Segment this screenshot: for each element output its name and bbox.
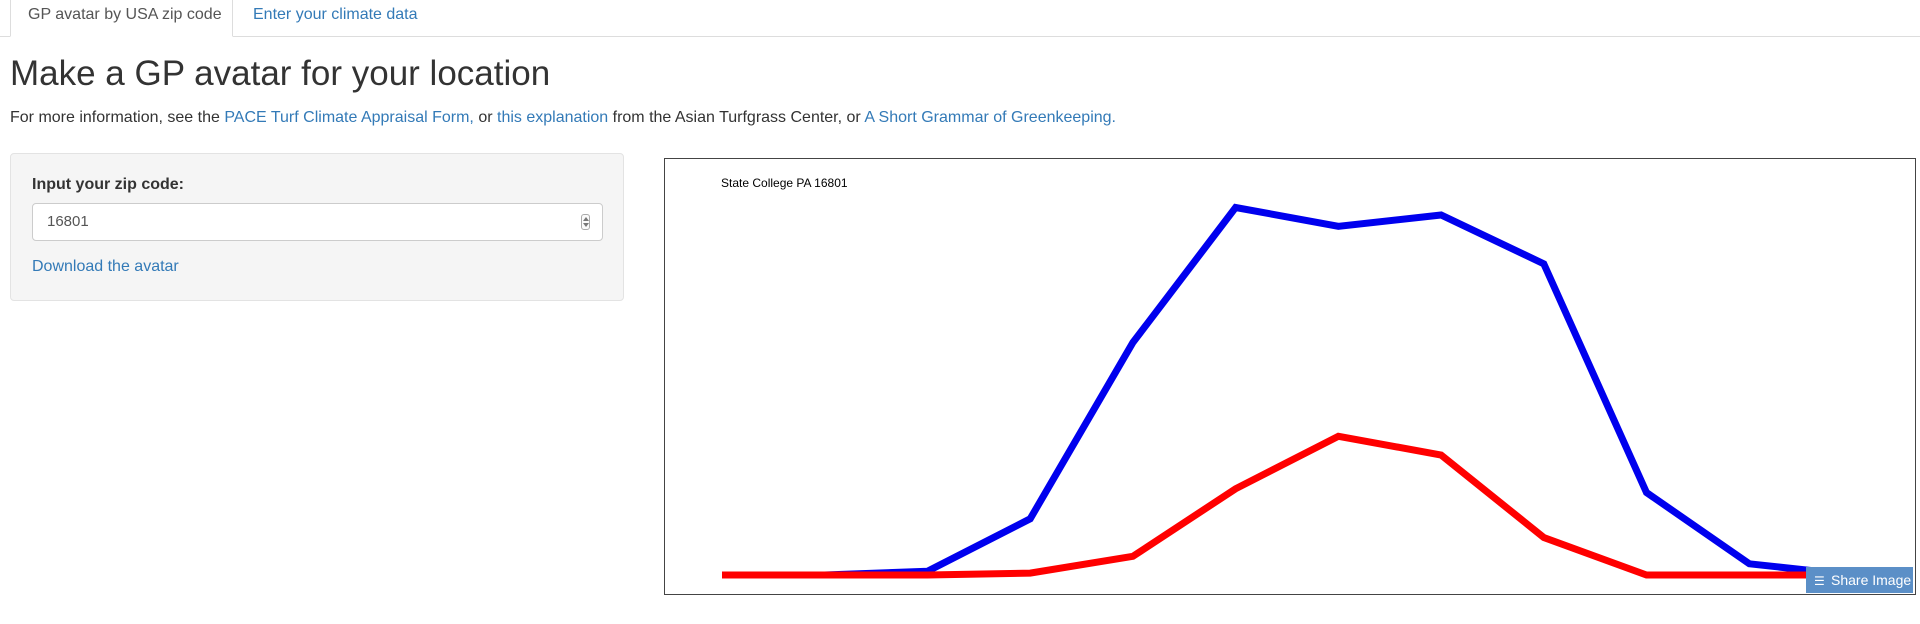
explanation-link[interactable]: this explanation bbox=[497, 109, 609, 126]
tab-bar: GP avatar by USA zip code Enter your cli… bbox=[0, 0, 1920, 37]
page-title: Make a GP avatar for your location bbox=[10, 54, 551, 93]
series-line-2 bbox=[722, 432, 1852, 579]
zip-code-input[interactable]: 16801 bbox=[32, 203, 603, 241]
share-image-button[interactable]: ☰ Share Image bbox=[1806, 567, 1913, 593]
chart-title: State College PA 16801 bbox=[721, 176, 848, 190]
info-separator-2: from the Asian Turfgrass Center, or bbox=[608, 109, 865, 126]
download-avatar-link[interactable]: Download the avatar bbox=[32, 258, 179, 275]
zip-code-value: 16801 bbox=[47, 213, 89, 230]
layers-icon: ☰ bbox=[1814, 574, 1825, 588]
zip-input-panel: Input your zip code: 16801 Download the … bbox=[10, 153, 624, 301]
greenkeeping-grammar-link[interactable]: A Short Grammar of Greenkeeping. bbox=[864, 109, 1116, 126]
pace-form-link[interactable]: PACE Turf Climate Appraisal Form, bbox=[224, 109, 474, 126]
gp-avatar-chart: State College PA 16801 bbox=[664, 158, 1916, 595]
chart-series-layer bbox=[722, 203, 1853, 579]
number-spinner-icon[interactable] bbox=[581, 214, 590, 230]
info-text: For more information, see the PACE Turf … bbox=[10, 107, 1116, 129]
share-image-label: Share Image bbox=[1831, 572, 1912, 588]
tab-enter-climate-data[interactable]: Enter your climate data bbox=[253, 6, 418, 23]
zip-code-label: Input your zip code: bbox=[32, 176, 184, 193]
info-separator-1: or bbox=[473, 109, 497, 126]
chart-svg: State College PA 16801 bbox=[721, 176, 1853, 579]
info-prefix: For more information, see the bbox=[10, 109, 225, 126]
series-line-1 bbox=[722, 203, 1853, 579]
tab-gp-avatar-by-zip[interactable]: GP avatar by USA zip code bbox=[10, 0, 233, 37]
